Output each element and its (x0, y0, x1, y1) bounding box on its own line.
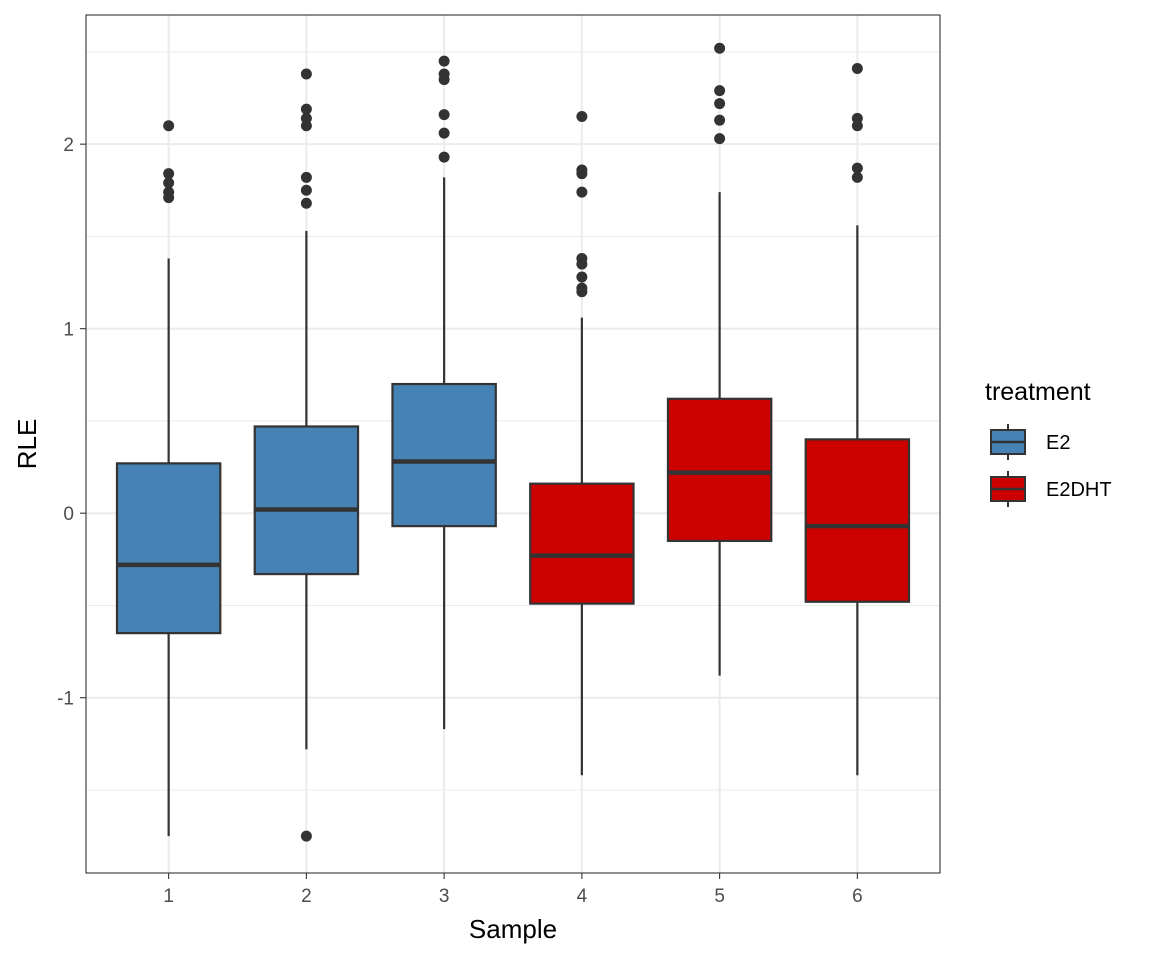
outlier-point (851, 63, 863, 75)
outlier-point (438, 127, 450, 139)
x-axis-title: Sample (469, 914, 557, 944)
outlier-point (300, 171, 312, 183)
outlier-point (300, 830, 312, 842)
outlier-point (300, 103, 312, 115)
outlier-point (851, 120, 863, 132)
outlier-point (851, 162, 863, 174)
outlier-point (300, 184, 312, 196)
box-body (804, 438, 911, 603)
box-body (115, 462, 222, 635)
outlier-point (163, 168, 175, 180)
box-sample-3 (391, 55, 497, 730)
x-tick-label: 5 (714, 886, 725, 907)
outlier-point (163, 177, 175, 189)
outlier-point (714, 114, 726, 126)
legend-item-e2: E2 (990, 424, 1070, 460)
box-body (529, 482, 635, 605)
outlier-point (576, 110, 588, 122)
outlier-point (576, 271, 588, 283)
y-tick-label: 2 (63, 135, 74, 156)
x-tick-label: 2 (301, 886, 312, 907)
outlier-point (714, 85, 726, 97)
outlier-point (300, 197, 312, 209)
box-sample-4 (529, 110, 635, 776)
legend-label: E2DHT (1046, 479, 1112, 501)
outlier-point (300, 68, 312, 80)
outlier-point (438, 109, 450, 121)
outlier-point (163, 120, 175, 132)
box-sample-2 (253, 68, 360, 842)
x-tick-label: 4 (577, 886, 588, 907)
outlier-point (438, 151, 450, 163)
box-sample-6 (804, 63, 911, 776)
axes: -1 0 1 2 1 2 3 4 5 6 (57, 135, 863, 907)
y-tick-label: 0 (63, 504, 74, 525)
legend-title: treatment (985, 378, 1091, 406)
outlier-point (576, 258, 588, 270)
outlier-point (163, 192, 175, 204)
x-tick-label: 6 (852, 886, 863, 907)
box-sample-1 (115, 120, 222, 837)
outlier-point (851, 171, 863, 183)
outlier-point (576, 168, 588, 180)
plot-panel-border (85, 14, 941, 874)
outlier-point (438, 74, 450, 86)
boxes (115, 42, 911, 842)
y-tick-label: 1 (63, 320, 74, 341)
x-tick-label: 1 (163, 886, 174, 907)
outlier-point (576, 186, 588, 198)
y-axis-title: RLE (12, 419, 42, 470)
y-tick-label: -1 (57, 689, 74, 710)
box-sample-5 (666, 42, 773, 676)
legend: treatment E2 E2DHT (985, 378, 1112, 507)
outlier-point (576, 286, 588, 298)
outlier-point (714, 42, 726, 54)
legend-label: E2 (1046, 432, 1070, 454)
box-body (391, 382, 497, 528)
x-tick-label: 3 (439, 886, 450, 907)
outlier-point (714, 98, 726, 110)
outlier-point (300, 120, 312, 132)
legend-item-e2dht: E2DHT (990, 471, 1112, 507)
outlier-point (438, 55, 450, 67)
box-body (666, 397, 773, 542)
outlier-point (714, 133, 726, 145)
box-body (253, 425, 360, 576)
